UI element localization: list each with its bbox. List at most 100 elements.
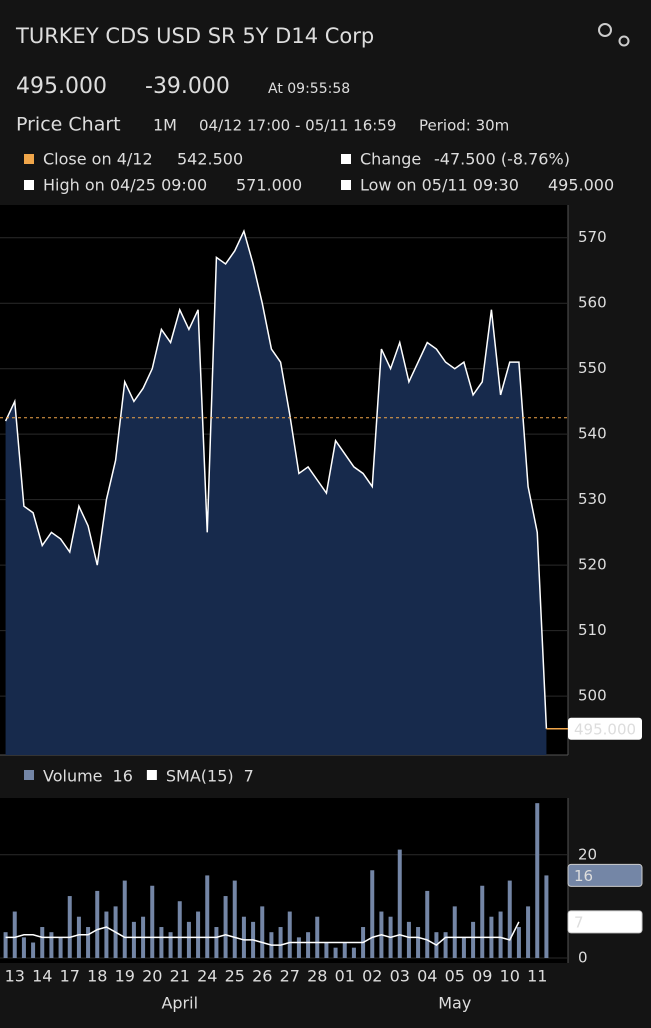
bullet: [24, 180, 34, 190]
month-label: April: [161, 994, 198, 1013]
x-tick-label: 09: [472, 967, 492, 986]
volume-bar: [296, 937, 301, 958]
time: At 09:55:58: [268, 81, 350, 97]
x-tick-label: 01: [335, 967, 355, 986]
sma-line: [5, 921, 520, 947]
volume-bar: [397, 849, 402, 958]
y-tick-label: 570: [578, 228, 607, 246]
tab[interactable]: Price Chart: [16, 114, 121, 136]
volume-bar: [58, 937, 63, 958]
volume-bar: [21, 937, 26, 958]
x-tick-label: 02: [362, 967, 382, 986]
range[interactable]: 1M: [153, 116, 177, 135]
x-tick-label: 13: [5, 967, 25, 986]
x-tick-label: 20: [142, 967, 162, 986]
x-tick-label: 04: [417, 967, 437, 986]
close-label: Close on 4/12: [43, 150, 153, 169]
change-value: -47.500 (-8.76%): [434, 150, 570, 169]
volume-bar: [122, 880, 127, 958]
net-change: -39.000: [145, 74, 230, 99]
bullet: [341, 180, 351, 190]
volume-bar: [31, 942, 36, 958]
legend-label: Volume: [43, 767, 103, 786]
volume-bar: [333, 947, 338, 958]
volume-bar: [526, 906, 531, 958]
x-tick-label: 28: [307, 967, 327, 986]
y-tick-label: 530: [578, 490, 607, 508]
legend-value: 16: [113, 767, 133, 786]
volume-bar: [471, 921, 476, 958]
volume-bar: [241, 916, 246, 958]
last-price-label: 495.000: [574, 720, 636, 738]
volume-bar: [278, 927, 283, 958]
volume-bar: [159, 927, 164, 958]
volume-bar: [370, 870, 375, 958]
value-box: [567, 910, 643, 934]
high-value: 571.000: [236, 176, 302, 195]
volume-bar: [177, 901, 182, 958]
x-tick-label: 10: [500, 967, 520, 986]
volume-bar: [306, 932, 311, 958]
volume-bar: [287, 911, 292, 958]
volume-bar: [498, 911, 503, 958]
volume-bar: [425, 890, 430, 958]
legend-swatch: [146, 770, 157, 780]
x-tick-label: 26: [252, 967, 272, 986]
period: Period: 30m: [419, 117, 509, 135]
x-tick-label: 21: [170, 967, 190, 986]
y-tick-label: 20: [578, 845, 597, 863]
low-label: Low on 05/11 09:30: [360, 176, 519, 195]
x-tick-label: 17: [60, 967, 80, 986]
x-tick-label: 18: [87, 967, 107, 986]
x-tick-label: 05: [445, 967, 465, 986]
bullet: [24, 154, 34, 164]
volume-bar: [150, 885, 155, 958]
y-tick-label: 0: [578, 949, 588, 967]
volume-bar: [315, 916, 320, 958]
x-tick-label: 19: [115, 967, 135, 986]
x-tick-label: 24: [197, 967, 217, 986]
volume-bar: [186, 921, 191, 958]
volume-bar: [49, 932, 54, 958]
volume-bar: [324, 942, 329, 958]
y-tick-label: 540: [578, 425, 607, 443]
month-label: May: [438, 994, 471, 1013]
volume-bar: [76, 916, 81, 958]
y-tick-label: 510: [578, 621, 607, 639]
settings-icon[interactable]: [598, 23, 630, 47]
volume-bar: [406, 921, 411, 958]
dates: 04/12 17:00 - 05/11 16:59: [199, 117, 396, 135]
x-tick-label: 25: [225, 967, 245, 986]
low-value: 495.000: [548, 176, 614, 195]
volume-bar: [86, 927, 91, 958]
volume-bar: [232, 880, 237, 958]
legend-label: SMA(15): [166, 767, 234, 786]
volume-bar: [131, 921, 136, 958]
volume-bar: [351, 947, 356, 958]
value-box: [567, 863, 643, 887]
volume-bar: [516, 927, 521, 958]
change-label: Change: [360, 150, 421, 169]
volume-bar: [535, 803, 540, 958]
volume-bar: [40, 927, 45, 958]
volume-bar: [544, 875, 549, 958]
volume-bar: [223, 896, 228, 958]
volume-bar: [443, 932, 448, 958]
volume-bar: [416, 927, 421, 958]
price-area: [5, 231, 547, 755]
y-tick-label: 560: [578, 294, 607, 312]
legend-value: 7: [244, 767, 254, 786]
legend-swatch: [24, 770, 34, 780]
volume-bar: [67, 896, 72, 958]
y-tick-label: 550: [578, 359, 607, 377]
volume-bar: [12, 911, 17, 958]
volume-bar: [168, 932, 173, 958]
volume-bar: [260, 906, 265, 958]
volume-bar: [3, 932, 8, 958]
title: TURKEY CDS USD SR 5Y D14 Corp: [15, 24, 374, 48]
volume-bar: [480, 885, 485, 958]
high-label: High on 04/25 09:00: [43, 176, 207, 195]
volume-bar: [452, 906, 457, 958]
